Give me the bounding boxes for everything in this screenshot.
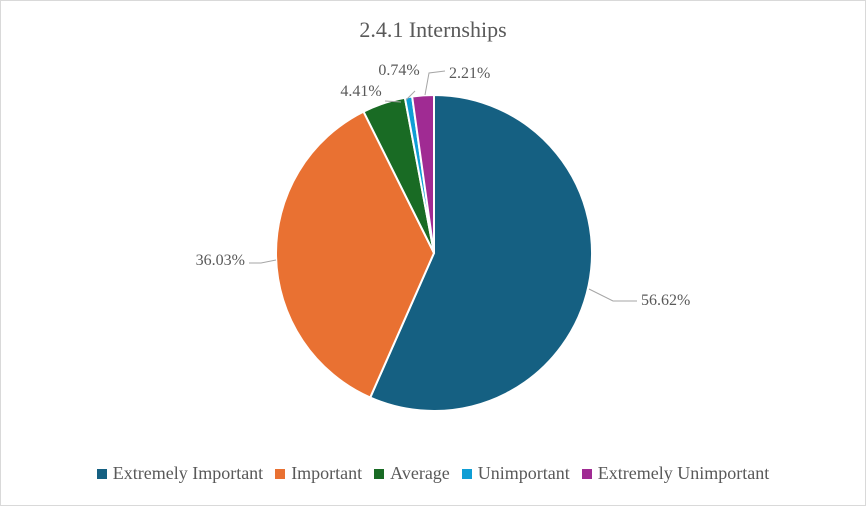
legend-swatch [374,468,385,479]
legend-label: Unimportant [477,463,570,483]
legend-swatch [96,468,107,479]
data-label-extremely-important: 56.62% [641,292,690,309]
data-label-average: 4.41% [340,83,381,100]
legend-item-extremely-important: Extremely Important [96,463,264,484]
legend-label: Average [390,463,450,483]
data-label-extremely-unimportant: 2.21% [449,65,490,82]
pie-slice-extremely-unimportant [411,93,435,254]
legend-swatch [581,468,592,479]
legend-item-unimportant: Unimportant [461,463,570,484]
leader-line-unimportant [405,90,416,101]
legend-item-important: Important [275,463,362,484]
legend-swatch [461,468,472,479]
leader-line-extremely-important [588,288,637,302]
legend-label: Important [291,463,363,483]
chart-title: 2.4.1 Internships [359,17,507,42]
legend: Extremely Important Important Average Unimp… [1,463,865,484]
pie-slice-important [275,110,436,399]
data-label-important: 36.03% [196,252,245,269]
leader-line-extremely-unimportant [424,70,446,96]
leader-line-important [249,259,277,264]
leader-line-average [384,100,402,103]
data-label-unimportant: 0.74% [378,62,419,79]
legend-swatch [275,468,286,479]
pie-slice-extremely-important [368,93,593,412]
legend-item-extremely-unimportant: Extremely Unimportant [581,463,770,484]
legend-item-average: Average [374,463,450,484]
legend-label: Extremely Important [112,463,264,483]
legend-label: Extremely Unimportant [597,463,770,483]
